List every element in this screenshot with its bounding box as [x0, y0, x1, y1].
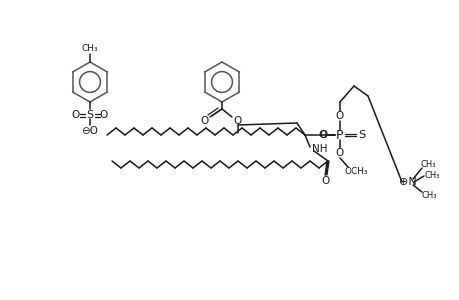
- Text: ⊕N: ⊕N: [398, 177, 416, 187]
- Text: O: O: [318, 130, 326, 140]
- Text: S: S: [86, 110, 93, 120]
- Text: NH: NH: [312, 144, 327, 154]
- Text: CH₃: CH₃: [82, 44, 98, 52]
- Text: O: O: [201, 116, 209, 126]
- Text: O: O: [319, 130, 327, 140]
- Text: ⊖O: ⊖O: [81, 126, 98, 136]
- Text: O: O: [72, 110, 80, 120]
- Text: O: O: [335, 148, 343, 158]
- Text: OCH₃: OCH₃: [343, 167, 367, 176]
- Text: O: O: [321, 176, 330, 186]
- Text: O: O: [100, 110, 108, 120]
- Text: CH₃: CH₃: [423, 172, 439, 181]
- Text: S: S: [358, 130, 365, 140]
- Text: O: O: [233, 116, 241, 126]
- Text: O: O: [335, 111, 343, 121]
- Text: P: P: [336, 128, 343, 142]
- Text: CH₃: CH₃: [420, 190, 436, 200]
- Text: CH₃: CH₃: [420, 160, 435, 169]
